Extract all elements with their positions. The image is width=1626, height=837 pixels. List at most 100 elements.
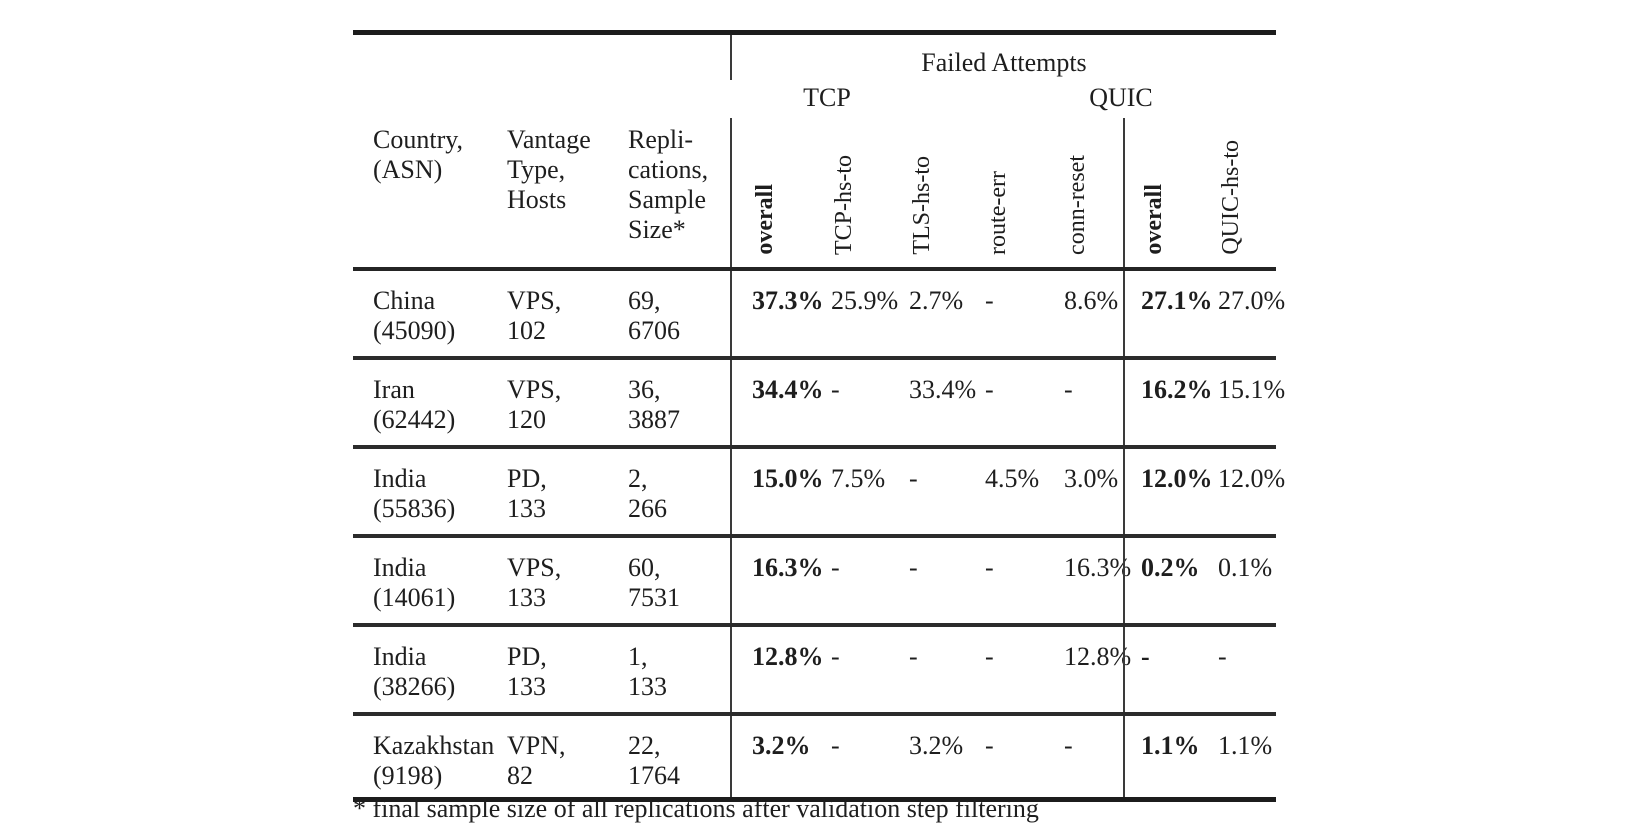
- col-header-quic-overall: overall: [1123, 118, 1218, 267]
- country-name: Kazakhstan: [373, 731, 495, 760]
- route-err-value: 4.5%: [985, 464, 1040, 493]
- vantage-hosts: 102: [507, 316, 546, 345]
- replications-header-line: Sample: [628, 185, 706, 214]
- sample-size: 6706: [628, 316, 680, 345]
- table-row: China (45090) VPS, 102 69, 6706 37.3% 25…: [353, 271, 1286, 360]
- quic-overall-value: -: [1123, 627, 1218, 712]
- col-header-route-err: route-err: [985, 171, 1011, 255]
- tcp-hs-to-value: -: [831, 375, 840, 404]
- quic-hs-to-value: 27.0%: [1218, 286, 1286, 315]
- vantage-cell: VPN, 82: [505, 716, 628, 797]
- conn-reset-value: 8.6%: [1064, 286, 1119, 315]
- tls-hs-to-value: 2.7%: [909, 286, 964, 315]
- route-err-value: -: [985, 286, 994, 315]
- quic-hs-to-value: 1.1%: [1218, 731, 1273, 760]
- tcp-group-label: TCP: [803, 83, 851, 112]
- table-footnote: * final sample size of all replications …: [353, 794, 1039, 823]
- table-row: India (38266) PD, 133 1, 133 12.8% - - -…: [353, 627, 1276, 716]
- country-asn: (9198): [373, 761, 443, 790]
- tcp-hs-to-value: 25.9%: [831, 286, 899, 315]
- replications-cell: 1, 133: [628, 627, 730, 712]
- failed-attempts-spanner: Failed Attempts: [730, 35, 1276, 80]
- tcp-hs-to-value: -: [831, 553, 840, 582]
- col-header-tls-hs-to: TLS-hs-to: [909, 156, 935, 255]
- country-asn: (38266): [373, 672, 456, 701]
- sample-size: 1764: [628, 761, 680, 790]
- vantage-type: VPS,: [507, 553, 562, 582]
- tcp-hs-to-value: -: [831, 642, 840, 671]
- country-cell: Kazakhstan (9198): [353, 716, 505, 797]
- vantage-cell: PD, 133: [505, 627, 628, 712]
- conn-reset-value: -: [1064, 375, 1073, 404]
- results-table: Failed Attempts TCP QUIC Country, (ASN) …: [353, 30, 1286, 802]
- tcp-overall-value: 15.0%: [730, 449, 831, 534]
- tls-hs-to-value: 3.2%: [909, 731, 964, 760]
- route-err-value: -: [985, 642, 994, 671]
- sample-size: 133: [628, 672, 667, 701]
- tls-hs-to-value: -: [909, 642, 918, 671]
- replications-cell: 60, 7531: [628, 538, 730, 623]
- country-cell: India (14061): [353, 538, 505, 623]
- vantage-type: VPN,: [507, 731, 566, 760]
- route-err-value: -: [985, 731, 994, 760]
- vantage-type: VPS,: [507, 286, 562, 315]
- replications-header-line: Size*: [628, 215, 686, 244]
- country-asn: (62442): [373, 405, 456, 434]
- country-name: India: [373, 553, 427, 582]
- vantage-type: PD,: [507, 464, 547, 493]
- vantage-header-line: Vantage: [507, 125, 591, 154]
- country-asn: (45090): [373, 316, 456, 345]
- country-cell: Iran (62442): [353, 360, 505, 445]
- vantage-hosts: 133: [507, 583, 546, 612]
- table-row: Iran (62442) VPS, 120 36, 3887 34.4% - 3…: [353, 360, 1286, 449]
- vantage-cell: PD, 133: [505, 449, 628, 534]
- vantage-hosts: 133: [507, 672, 546, 701]
- route-err-value: -: [985, 375, 994, 404]
- sample-size: 3887: [628, 405, 680, 434]
- replications-cell: 2, 266: [628, 449, 730, 534]
- replications-cell: 36, 3887: [628, 360, 730, 445]
- spanner-row: Failed Attempts: [353, 35, 1276, 80]
- table-row: India (55836) PD, 133 2, 266 15.0% 7.5% …: [353, 449, 1286, 538]
- country-asn: (14061): [373, 583, 456, 612]
- col-header-tcp-overall: overall: [730, 118, 831, 267]
- country-cell: China (45090): [353, 271, 505, 356]
- col-header-quic-hs-to: QUIC-hs-to: [1218, 140, 1244, 255]
- tcp-overall-value: 16.3%: [730, 538, 831, 623]
- vantage-cell: VPS, 133: [505, 538, 628, 623]
- conn-reset-value: 3.0%: [1064, 464, 1119, 493]
- table-row: India (14061) VPS, 133 60, 7531 16.3% - …: [353, 538, 1276, 627]
- tcp-overall-value: 37.3%: [730, 271, 831, 356]
- vantage-hosts: 133: [507, 494, 546, 523]
- failed-attempts-label: Failed Attempts: [921, 48, 1087, 77]
- quic-overall-value: 27.1%: [1123, 271, 1218, 356]
- replications-cell: 69, 6706: [628, 271, 730, 356]
- quic-hs-to-value: 12.0%: [1218, 464, 1286, 493]
- country-cell: India (38266): [353, 627, 505, 712]
- vantage-type: PD,: [507, 642, 547, 671]
- replications-count: 2,: [628, 464, 648, 493]
- country-header-line: (ASN): [373, 155, 443, 184]
- replications-header-line: cations,: [628, 155, 709, 184]
- tls-hs-to-value: -: [909, 553, 918, 582]
- vantage-cell: VPS, 102: [505, 271, 628, 356]
- country-name: India: [373, 464, 427, 493]
- vantage-cell: VPS, 120: [505, 360, 628, 445]
- tcp-overall-value: 12.8%: [730, 627, 831, 712]
- tcp-overall-value: 3.2%: [730, 716, 831, 797]
- quic-hs-to-value: 15.1%: [1218, 375, 1286, 404]
- tcp-hs-to-value: 7.5%: [831, 464, 886, 493]
- quic-hs-to-value: -: [1218, 642, 1227, 671]
- conn-reset-value: 16.3%: [1064, 553, 1132, 582]
- vantage-header: Vantage Type, Hosts: [505, 118, 628, 267]
- vantage-header-line: Type,: [507, 155, 566, 184]
- country-cell: India (55836): [353, 449, 505, 534]
- tcp-hs-to-value: -: [831, 731, 840, 760]
- tls-hs-to-value: 33.4%: [909, 375, 977, 404]
- country-name: India: [373, 642, 427, 671]
- table-row: Kazakhstan (9198) VPN, 82 22, 1764 3.2% …: [353, 716, 1276, 797]
- replications-cell: 22, 1764: [628, 716, 730, 797]
- vantage-hosts: 120: [507, 405, 546, 434]
- protocol-group-row: TCP QUIC: [353, 80, 1276, 118]
- quic-overall-value: 1.1%: [1123, 716, 1218, 797]
